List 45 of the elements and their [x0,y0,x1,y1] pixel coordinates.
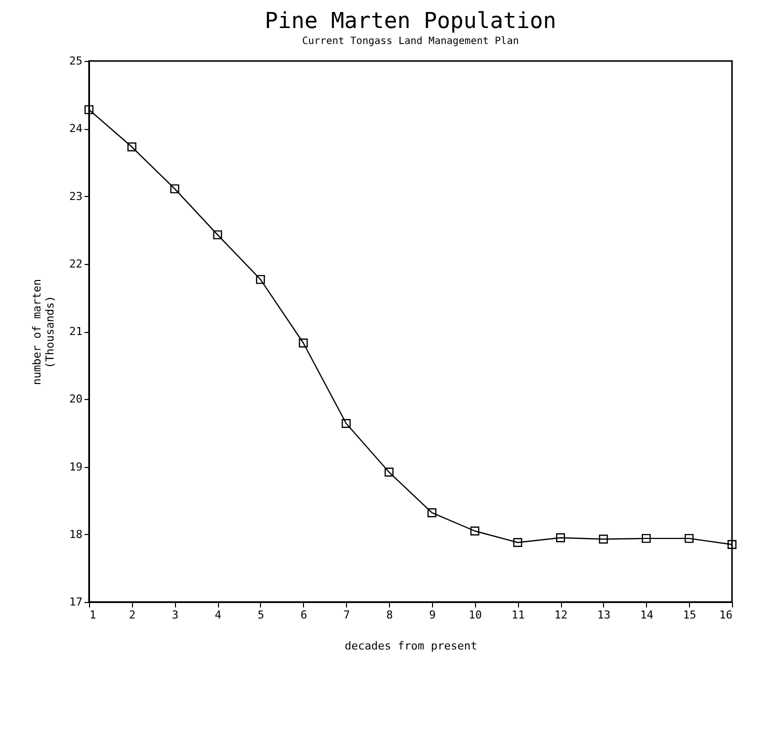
point [427,508,436,518]
y-tick-label: 21 [69,325,82,338]
x-tick-label: 4 [214,608,222,622]
point [642,534,651,543]
point [513,538,522,547]
x-tick-label: 10 [468,608,482,622]
chart-title: Pine Marten Population [264,9,556,34]
point [256,274,265,284]
x-tick-label: 11 [512,608,525,622]
point [598,534,608,544]
x-tick-label: 5 [258,608,264,622]
x-tick-label: 2 [129,608,136,622]
x-tick-label: 7 [343,608,350,622]
y-tick-label: 25 [69,54,82,68]
chart-subtitle: Current Tongass Land Management Plan [302,36,519,47]
x-tick-label: 6 [300,608,308,622]
y-tick-label: 23 [69,190,82,203]
point [384,468,394,477]
x-tick-label: 8 [386,608,393,622]
point [84,105,94,114]
x-tick-label: 15 [683,608,696,622]
point [470,526,480,536]
x-tick-label: 12 [554,608,568,622]
y-tick-label: 24 [69,122,83,136]
point [342,418,351,428]
y-tick-label: 17 [69,596,82,608]
x-tick-label: 16 [719,608,732,622]
point [684,534,694,543]
point [213,230,222,240]
y-tick-label: 22 [69,257,82,270]
y-axis-title: number of marten (Thousands) [30,279,56,385]
x-tick-label: 3 [172,608,179,622]
point [298,338,308,348]
y-tick-label: 19 [69,460,82,474]
point [556,533,566,542]
y-tick-label: 20 [69,392,82,406]
x-tick-label: 14 [640,608,654,622]
point [127,142,136,152]
point [728,540,736,549]
x-tick-label: 9 [429,608,436,622]
y-tick-label: 18 [69,528,82,541]
x-tick-label: 13 [597,608,611,622]
x-tick-label: 1 [90,608,96,622]
point [170,184,180,194]
x-axis-title: decades from present [344,640,478,652]
